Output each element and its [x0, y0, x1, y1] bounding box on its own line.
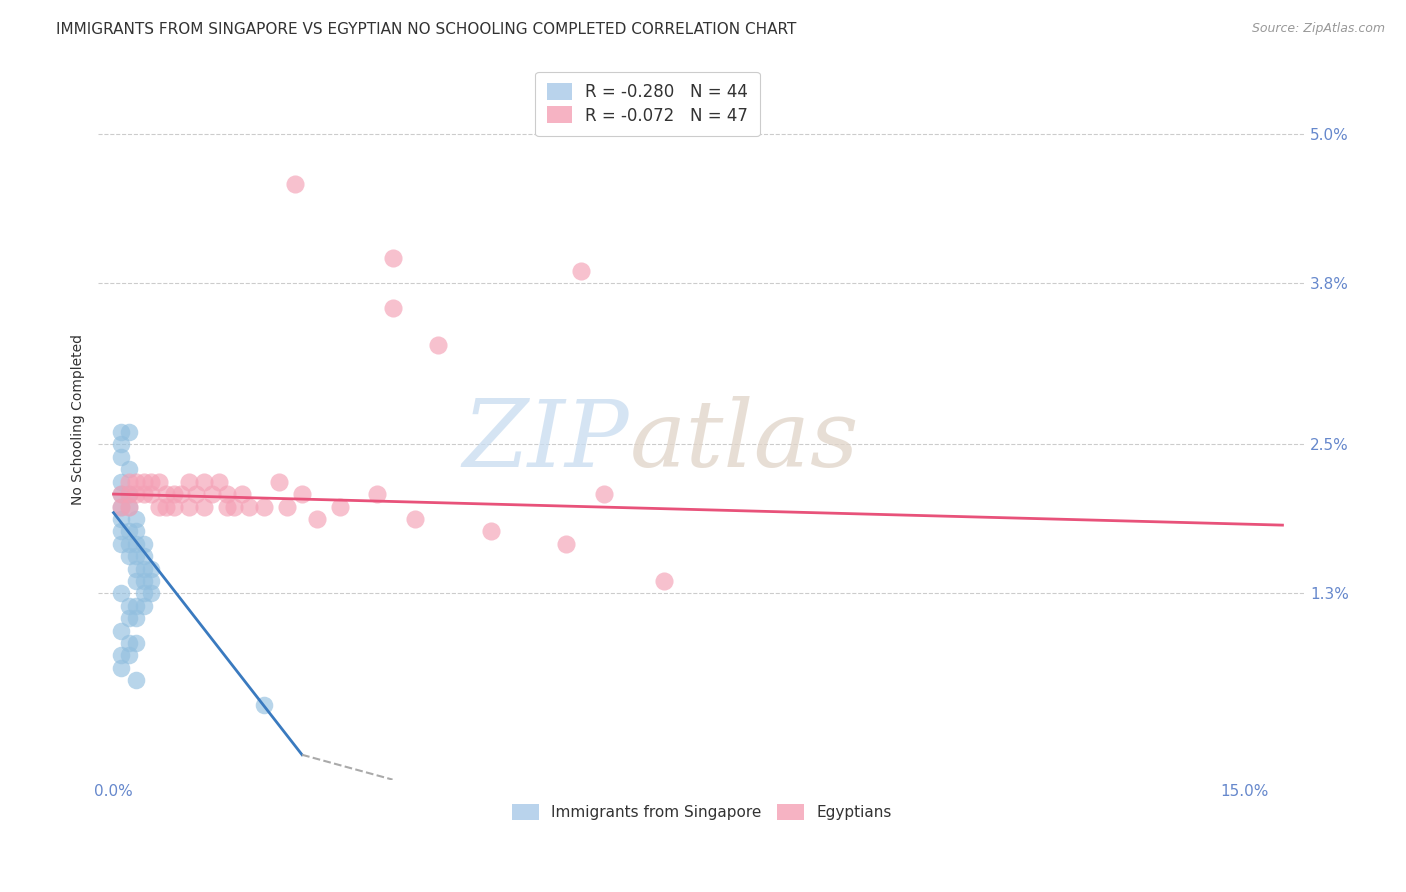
Point	[193, 475, 215, 489]
Point	[125, 636, 148, 650]
Point	[125, 524, 148, 539]
Point	[125, 611, 148, 625]
Point	[110, 537, 132, 551]
Point	[141, 561, 163, 575]
Point	[132, 586, 155, 600]
Point	[381, 251, 404, 265]
Point	[132, 537, 155, 551]
Point	[426, 338, 449, 352]
Point	[125, 537, 148, 551]
Point	[132, 549, 155, 563]
Point	[329, 500, 352, 514]
Point	[132, 574, 155, 588]
Point	[231, 487, 253, 501]
Legend: Immigrants from Singapore, Egyptians: Immigrants from Singapore, Egyptians	[505, 797, 898, 826]
Point	[155, 500, 177, 514]
Point	[117, 500, 139, 514]
Point	[592, 487, 614, 501]
Point	[117, 487, 139, 501]
Point	[163, 500, 186, 514]
Point	[132, 561, 155, 575]
Point	[110, 586, 132, 600]
Point	[125, 549, 148, 563]
Point	[110, 661, 132, 675]
Text: ZIP: ZIP	[463, 396, 630, 486]
Point	[125, 487, 148, 501]
Point	[141, 475, 163, 489]
Point	[117, 425, 139, 439]
Point	[132, 599, 155, 613]
Point	[110, 475, 132, 489]
Point	[155, 487, 177, 501]
Point	[110, 450, 132, 464]
Point	[110, 487, 132, 501]
Point	[555, 537, 578, 551]
Point	[381, 301, 404, 315]
Point	[148, 475, 170, 489]
Point	[141, 574, 163, 588]
Point	[117, 611, 139, 625]
Point	[117, 500, 139, 514]
Point	[291, 487, 314, 501]
Point	[125, 512, 148, 526]
Point	[200, 487, 222, 501]
Point	[110, 512, 132, 526]
Point	[110, 524, 132, 539]
Point	[117, 537, 139, 551]
Point	[125, 574, 148, 588]
Point	[569, 263, 592, 277]
Point	[117, 475, 139, 489]
Point	[125, 599, 148, 613]
Y-axis label: No Schooling Completed: No Schooling Completed	[72, 334, 86, 505]
Point	[224, 500, 246, 514]
Point	[177, 475, 200, 489]
Point	[117, 648, 139, 663]
Point	[117, 599, 139, 613]
Text: Source: ZipAtlas.com: Source: ZipAtlas.com	[1251, 22, 1385, 36]
Point	[141, 487, 163, 501]
Text: atlas: atlas	[630, 396, 859, 486]
Point	[253, 698, 276, 712]
Point	[110, 624, 132, 638]
Point	[125, 475, 148, 489]
Text: IMMIGRANTS FROM SINGAPORE VS EGYPTIAN NO SCHOOLING COMPLETED CORRELATION CHART: IMMIGRANTS FROM SINGAPORE VS EGYPTIAN NO…	[56, 22, 797, 37]
Point	[117, 524, 139, 539]
Point	[117, 487, 139, 501]
Point	[307, 512, 329, 526]
Point	[163, 487, 186, 501]
Point	[238, 500, 260, 514]
Point	[283, 177, 305, 191]
Point	[125, 673, 148, 688]
Point	[276, 500, 298, 514]
Point	[215, 487, 238, 501]
Point	[117, 462, 139, 476]
Point	[215, 500, 238, 514]
Point	[177, 500, 200, 514]
Point	[193, 500, 215, 514]
Point	[132, 487, 155, 501]
Point	[652, 574, 675, 588]
Point	[366, 487, 388, 501]
Point	[132, 475, 155, 489]
Point	[117, 549, 139, 563]
Point	[110, 437, 132, 451]
Point	[269, 475, 291, 489]
Point	[208, 475, 231, 489]
Point	[404, 512, 426, 526]
Point	[253, 500, 276, 514]
Point	[110, 425, 132, 439]
Point	[110, 500, 132, 514]
Point	[170, 487, 193, 501]
Point	[110, 487, 132, 501]
Point	[186, 487, 208, 501]
Point	[125, 561, 148, 575]
Point	[148, 500, 170, 514]
Point	[141, 586, 163, 600]
Point	[110, 500, 132, 514]
Point	[479, 524, 502, 539]
Point	[117, 636, 139, 650]
Point	[110, 648, 132, 663]
